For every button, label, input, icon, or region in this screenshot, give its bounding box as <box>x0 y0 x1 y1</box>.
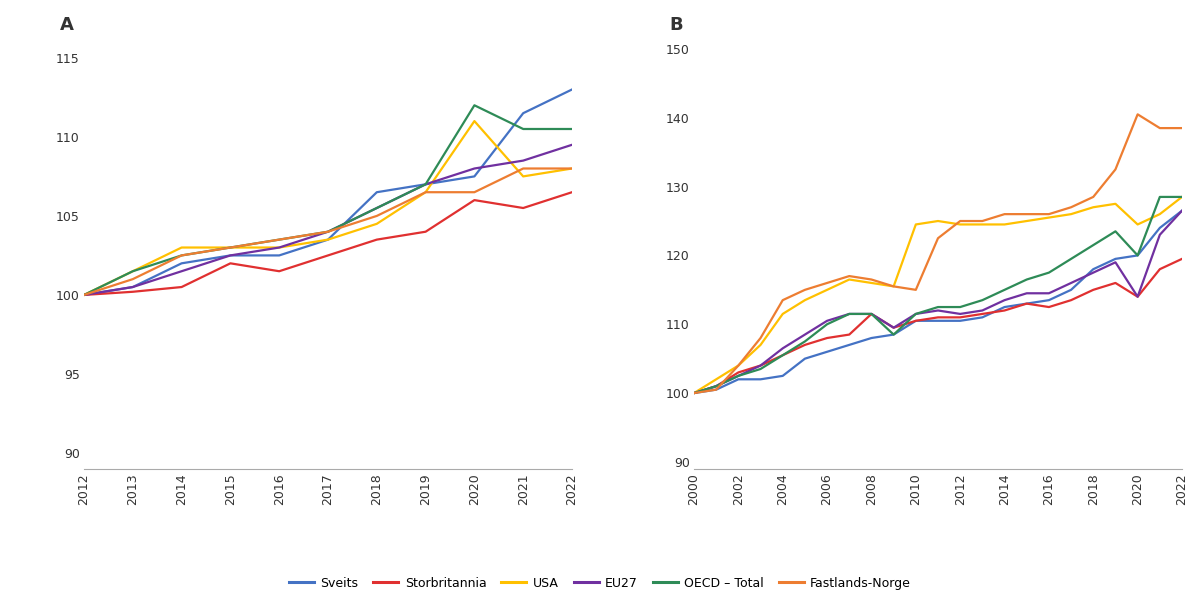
Text: B: B <box>670 16 683 34</box>
Text: A: A <box>60 16 73 34</box>
Legend: Sveits, Storbritannia, USA, EU27, OECD – Total, Fastlands-Norge: Sveits, Storbritannia, USA, EU27, OECD –… <box>284 572 916 595</box>
